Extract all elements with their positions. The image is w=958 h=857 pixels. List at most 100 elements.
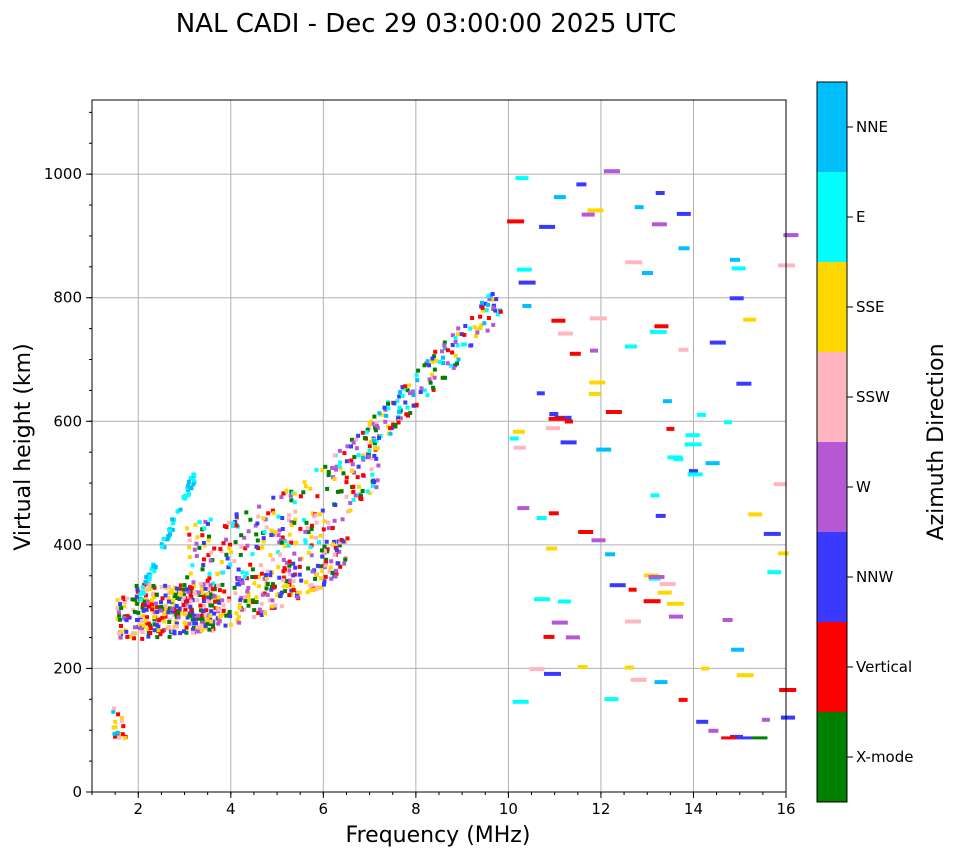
y-tick-label: 1000 [44, 165, 82, 183]
data-point [141, 602, 145, 607]
data-point [487, 297, 492, 302]
data-point [215, 572, 220, 577]
data-point [625, 260, 643, 265]
data-point [216, 583, 220, 588]
data-point [232, 585, 237, 590]
data-point [453, 339, 458, 344]
data-point [349, 458, 354, 463]
data-point [213, 599, 218, 604]
data-point [175, 596, 180, 600]
data-point [463, 342, 467, 347]
data-point [375, 446, 380, 451]
data-point [303, 529, 308, 534]
data-point [150, 598, 154, 603]
data-point [536, 391, 545, 396]
data-point [257, 607, 262, 612]
data-point [696, 719, 709, 724]
data-point [205, 591, 210, 596]
plot-area: 2 4 6 8 10 12 14 16 0 200 400 600 800 1000 [44, 99, 799, 818]
data-point [317, 540, 321, 545]
data-point [256, 611, 261, 616]
data-point [301, 490, 306, 495]
data-point [224, 525, 229, 529]
data-point [405, 405, 410, 410]
data-point [509, 436, 519, 441]
data-point [666, 601, 684, 606]
data-point [372, 480, 377, 484]
data-point [450, 343, 455, 347]
data-point [260, 592, 265, 597]
data-point [184, 630, 189, 635]
data-point [557, 599, 571, 604]
data-point [256, 514, 261, 519]
data-point [553, 195, 566, 200]
data-point [666, 426, 675, 431]
data-point [203, 519, 208, 524]
data-point [244, 510, 249, 515]
data-point [337, 448, 342, 453]
data-point [135, 601, 140, 606]
data-point [341, 471, 346, 476]
data-point [334, 467, 338, 472]
data-point [199, 586, 204, 591]
data-point [731, 647, 745, 652]
data-point [132, 610, 137, 614]
data-point [624, 344, 637, 349]
data-point [344, 475, 349, 480]
data-point [578, 530, 594, 534]
data-point [193, 617, 198, 622]
data-point [310, 585, 315, 590]
data-point [276, 550, 281, 555]
data-point [155, 610, 160, 614]
data-point [315, 563, 320, 568]
data-point [743, 317, 757, 322]
data-point [140, 590, 144, 595]
data-point [269, 533, 274, 537]
data-point [318, 564, 323, 569]
data-point [220, 582, 225, 587]
data-point [515, 176, 529, 181]
y-tick-label: 200 [53, 659, 82, 677]
data-point [422, 388, 427, 393]
data-point [279, 495, 284, 500]
colorbar-label: X-mode [856, 748, 913, 766]
data-point [314, 520, 319, 525]
data-point [311, 588, 316, 592]
data-point [338, 540, 343, 545]
data-point [459, 332, 464, 337]
x-mode-line-segment [752, 736, 768, 740]
data-point [361, 430, 365, 435]
data-point [200, 628, 205, 633]
data-point [340, 517, 345, 522]
data-point [242, 535, 247, 540]
data-point [182, 587, 187, 592]
x-tick-label: 10 [499, 800, 518, 818]
data-point [111, 709, 116, 714]
data-point [139, 619, 144, 623]
data-point [309, 527, 314, 531]
data-point [228, 562, 233, 567]
data-point [428, 380, 433, 385]
data-point [269, 587, 274, 592]
data-point [779, 688, 797, 692]
data-point [187, 611, 192, 616]
data-point [392, 401, 397, 406]
data-point [174, 624, 179, 629]
x-axis-label: Frequency (MHz) [346, 823, 531, 848]
data-point [189, 595, 194, 599]
data-point [207, 572, 212, 576]
data-point [308, 545, 313, 550]
data-point [427, 377, 432, 382]
data-point [228, 542, 232, 547]
data-point [237, 620, 242, 625]
data-point [330, 570, 335, 575]
data-point [589, 380, 606, 385]
data-point [305, 590, 310, 595]
data-point [282, 539, 286, 544]
data-point [443, 375, 447, 380]
data-point [491, 322, 496, 327]
data-point [374, 428, 378, 433]
data-point [188, 604, 193, 609]
data-point [302, 480, 307, 485]
data-point [315, 494, 320, 499]
